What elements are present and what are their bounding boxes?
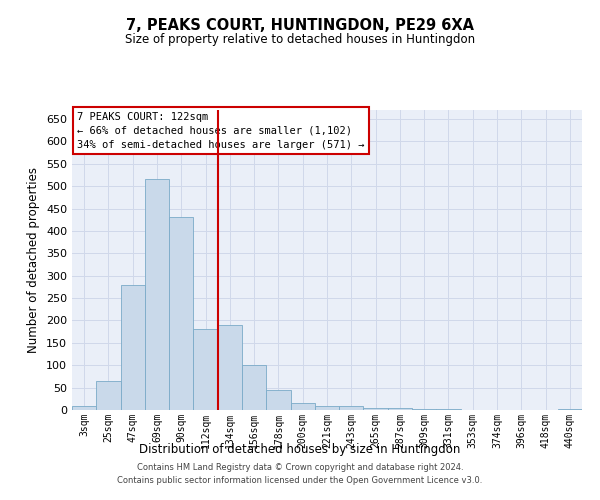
Bar bbox=[193, 330, 218, 410]
Bar bbox=[364, 408, 388, 410]
Bar bbox=[218, 325, 242, 410]
Bar bbox=[388, 408, 412, 410]
Bar bbox=[558, 409, 582, 410]
Text: 7 PEAKS COURT: 122sqm
← 66% of detached houses are smaller (1,102)
34% of semi-d: 7 PEAKS COURT: 122sqm ← 66% of detached … bbox=[77, 112, 365, 150]
Bar bbox=[121, 284, 145, 410]
Text: Distribution of detached houses by size in Huntingdon: Distribution of detached houses by size … bbox=[139, 444, 461, 456]
Bar bbox=[266, 390, 290, 410]
Bar bbox=[436, 408, 461, 410]
Bar bbox=[242, 365, 266, 410]
Bar bbox=[96, 381, 121, 410]
Y-axis label: Number of detached properties: Number of detached properties bbox=[28, 167, 40, 353]
Bar bbox=[72, 406, 96, 410]
Bar bbox=[412, 408, 436, 410]
Text: Size of property relative to detached houses in Huntingdon: Size of property relative to detached ho… bbox=[125, 32, 475, 46]
Bar bbox=[315, 406, 339, 410]
Bar bbox=[169, 218, 193, 410]
Text: 7, PEAKS COURT, HUNTINGDON, PE29 6XA: 7, PEAKS COURT, HUNTINGDON, PE29 6XA bbox=[126, 18, 474, 32]
Bar bbox=[145, 180, 169, 410]
Bar bbox=[290, 404, 315, 410]
Text: Contains HM Land Registry data © Crown copyright and database right 2024.
Contai: Contains HM Land Registry data © Crown c… bbox=[118, 464, 482, 485]
Bar bbox=[339, 406, 364, 410]
